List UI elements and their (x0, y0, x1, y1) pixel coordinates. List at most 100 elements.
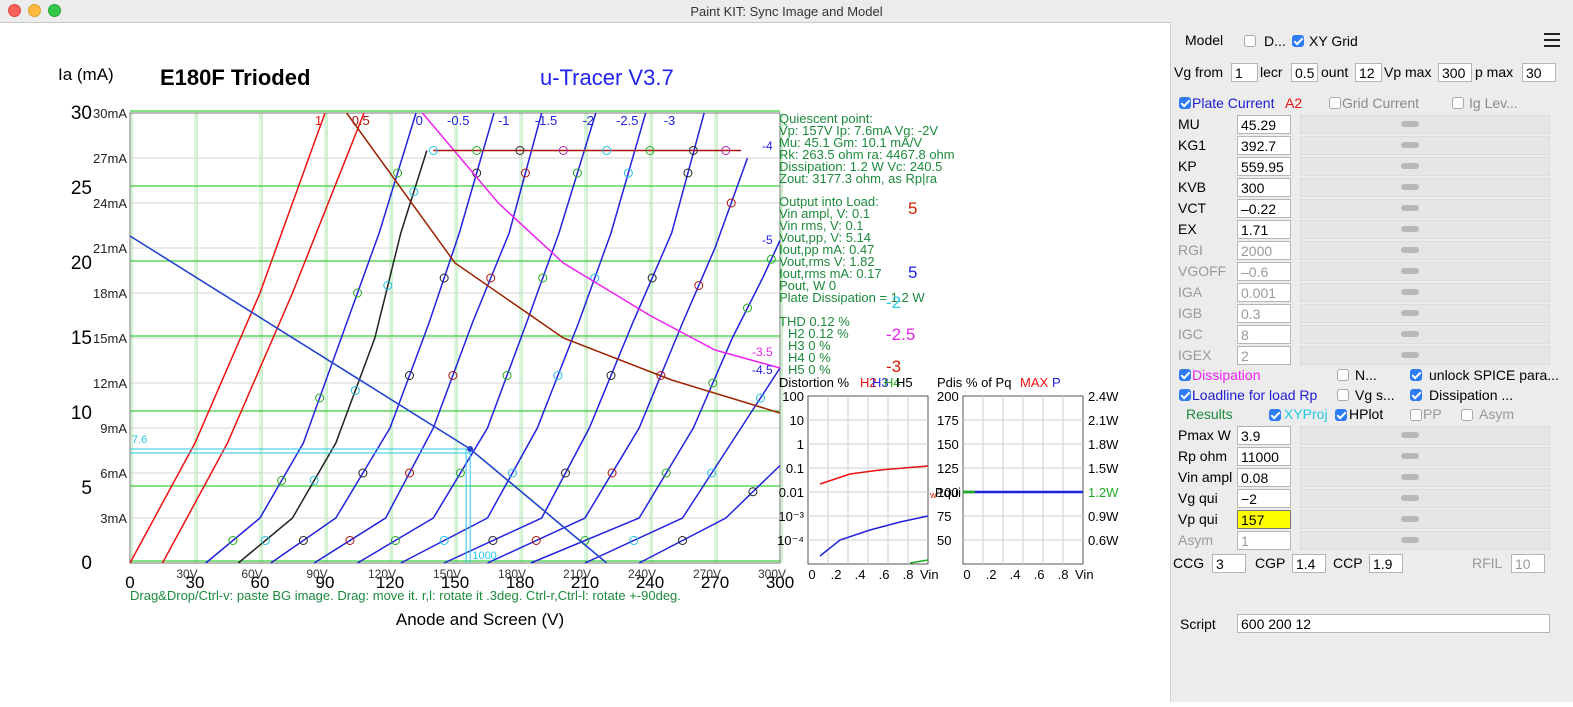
vg-s-checkbox[interactable] (1337, 389, 1349, 401)
param-input-iga[interactable]: 0.001 (1237, 283, 1291, 302)
n-checkbox[interactable] (1337, 369, 1349, 381)
y-tick-ma-label: 15mA (93, 331, 127, 346)
param-slider-vgoff[interactable] (1300, 262, 1550, 281)
plate-current-label: Plate Current (1192, 95, 1275, 111)
quiescent-line: Mu: 45.1 Gm: 10.1 mA/V (779, 135, 922, 150)
curve-label: 0.5 (352, 113, 370, 128)
pp-checkbox[interactable] (1410, 409, 1422, 421)
xy-grid-checkbox[interactable] (1292, 35, 1304, 47)
data-marker (531, 536, 541, 545)
p-max-input[interactable]: 30 (1522, 63, 1556, 82)
param-input-igb[interactable]: 0.3 (1237, 304, 1291, 323)
ccg-input[interactable]: 3 (1212, 554, 1246, 573)
param-input-kvb[interactable]: 300 (1237, 178, 1291, 197)
dissipation-checkbox[interactable] (1179, 369, 1191, 381)
data-marker (502, 371, 512, 380)
param-label-kg1: KG1 (1178, 137, 1207, 153)
param-slider-kvb[interactable] (1300, 178, 1550, 197)
param-slider-igex[interactable] (1300, 346, 1550, 365)
rfil-input[interactable]: 10 (1511, 554, 1545, 573)
slider-knob[interactable] (1401, 268, 1419, 274)
result-input-vg-qui[interactable]: −2 (1237, 489, 1291, 508)
result-label-vp-qui: Vp qui (1178, 511, 1218, 527)
param-input-vgoff[interactable]: –0.6 (1237, 262, 1291, 281)
vg-from-input[interactable]: 1 (1231, 63, 1258, 82)
result-slider-vin-ampl[interactable] (1300, 468, 1550, 487)
param-slider-vct[interactable] (1300, 199, 1550, 218)
mini-x-label: .6 (879, 567, 890, 582)
d-checkbox[interactable] (1244, 35, 1256, 47)
slider-knob[interactable] (1401, 453, 1419, 459)
result-slider-vg-qui[interactable] (1300, 489, 1550, 508)
slider-knob[interactable] (1401, 289, 1419, 295)
param-input-kp[interactable]: 559.95 (1237, 157, 1291, 176)
param-slider-ex[interactable] (1300, 220, 1550, 239)
dissipation2-checkbox[interactable] (1410, 389, 1422, 401)
slider-knob[interactable] (1401, 142, 1419, 148)
slider-knob[interactable] (1401, 495, 1419, 501)
result-slider-pmax-w[interactable] (1300, 426, 1550, 445)
xyproj-checkbox[interactable] (1269, 409, 1281, 421)
loadline-checkbox[interactable] (1179, 389, 1191, 401)
slider-knob[interactable] (1401, 310, 1419, 316)
unlock-spice-checkbox[interactable] (1410, 369, 1422, 381)
param-slider-iga[interactable] (1300, 283, 1550, 302)
result-input-pmax-w[interactable]: 3.9 (1237, 426, 1291, 445)
param-slider-rgi[interactable] (1300, 241, 1550, 260)
slider-knob[interactable] (1401, 163, 1419, 169)
slider-knob[interactable] (1401, 352, 1419, 358)
param-input-ex[interactable]: 1.71 (1237, 220, 1291, 239)
result-input-vin-ampl[interactable]: 0.08 (1237, 468, 1291, 487)
slider-knob[interactable] (1401, 121, 1419, 127)
x-tick-v-label: 180V (498, 567, 526, 581)
asym-checkbox[interactable] (1461, 409, 1473, 421)
param-slider-igc[interactable] (1300, 325, 1550, 344)
param-slider-kg1[interactable] (1300, 136, 1550, 155)
lecr-input[interactable]: 0.5 (1291, 63, 1318, 82)
param-input-kg1[interactable]: 392.7 (1237, 136, 1291, 155)
result-input-vp-qui[interactable]: 157 (1237, 510, 1291, 529)
vp-max-label: Vp max (1384, 64, 1432, 80)
slider-knob[interactable] (1401, 184, 1419, 190)
slider-knob[interactable] (1401, 205, 1419, 211)
slider-knob[interactable] (1401, 331, 1419, 337)
cgp-input[interactable]: 1.4 (1292, 554, 1326, 573)
param-input-igc[interactable]: 8 (1237, 325, 1291, 344)
count-input[interactable]: 12 (1355, 63, 1382, 82)
x-tick-label: 240 (636, 573, 664, 592)
vp-max-input[interactable]: 300 (1438, 63, 1472, 82)
ig-lev-checkbox[interactable] (1452, 97, 1464, 109)
result-slider-asym[interactable] (1300, 531, 1550, 550)
param-input-rgi[interactable]: 2000 (1237, 241, 1291, 260)
result-slider-rp-ohm[interactable] (1300, 447, 1550, 466)
result-input-asym[interactable]: 1 (1237, 531, 1291, 550)
result-slider-vp-qui[interactable] (1300, 510, 1550, 529)
param-input-vct[interactable]: –0.22 (1237, 199, 1291, 218)
side-number: -2.5 (886, 325, 915, 344)
param-slider-mu[interactable] (1300, 115, 1550, 134)
minimize-window-button[interactable] (28, 4, 41, 17)
slider-knob[interactable] (1401, 226, 1419, 232)
slider-knob[interactable] (1401, 247, 1419, 253)
param-slider-igb[interactable] (1300, 304, 1550, 323)
slider-knob[interactable] (1401, 474, 1419, 480)
param-label-mu: MU (1178, 116, 1200, 132)
result-input-rp-ohm[interactable]: 11000 (1237, 447, 1291, 466)
grid-current-checkbox[interactable] (1329, 97, 1341, 109)
script-input[interactable]: 600 200 12 (1237, 614, 1550, 633)
param-input-mu[interactable]: 45.29 (1237, 115, 1291, 134)
ccp-input[interactable]: 1.9 (1369, 554, 1403, 573)
param-slider-kp[interactable] (1300, 157, 1550, 176)
zoom-window-button[interactable] (48, 4, 61, 17)
close-window-button[interactable] (8, 4, 21, 17)
plot-area[interactable]: 0 30 60 90 120 150 180 210 240 270 300 30V 60V 90V 120… (0, 22, 1170, 702)
param-input-igex[interactable]: 2 (1237, 346, 1291, 365)
mini-x-label2: .6 (1034, 567, 1045, 582)
slider-knob[interactable] (1401, 537, 1419, 543)
slider-knob[interactable] (1401, 432, 1419, 438)
plate-current-checkbox[interactable] (1179, 97, 1191, 109)
menu-icon[interactable] (1544, 33, 1560, 51)
slider-knob[interactable] (1401, 516, 1419, 522)
hplot-checkbox[interactable] (1335, 409, 1347, 421)
